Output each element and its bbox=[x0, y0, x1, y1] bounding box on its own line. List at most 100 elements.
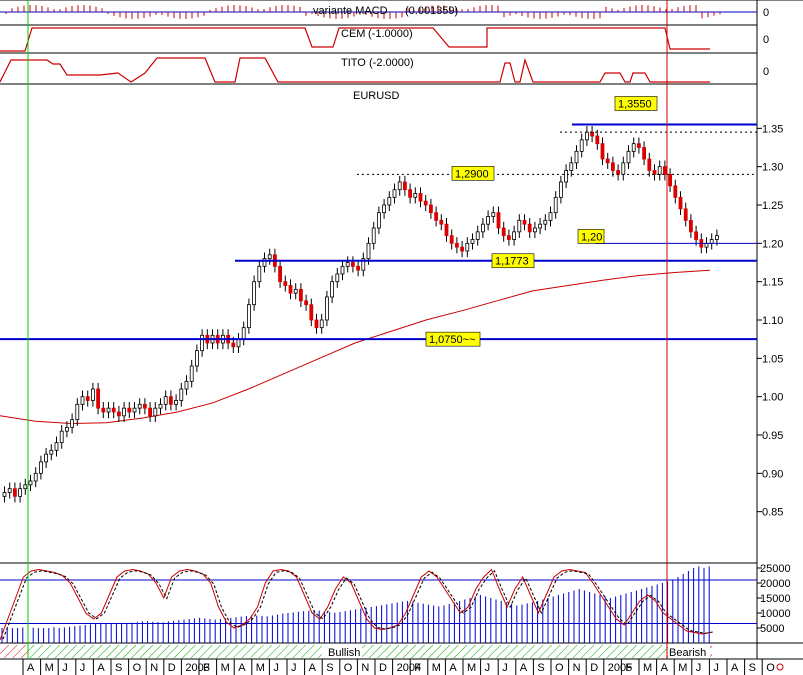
candle bbox=[2, 492, 7, 497]
candle bbox=[444, 223, 449, 237]
candle bbox=[293, 288, 298, 294]
candle bbox=[314, 319, 319, 329]
candle bbox=[715, 235, 719, 240]
x-tick-label: M bbox=[678, 662, 687, 674]
x-tick-label: J bbox=[62, 662, 67, 674]
vertical-markers bbox=[27, 0, 668, 659]
candle bbox=[491, 212, 496, 217]
x-tick-label: M bbox=[432, 662, 441, 674]
candle bbox=[559, 181, 563, 198]
bullish-label-bg bbox=[322, 645, 362, 658]
candle bbox=[408, 189, 413, 198]
price-tick-label: 0.85 bbox=[762, 507, 783, 519]
candle bbox=[184, 380, 189, 390]
candle bbox=[413, 193, 418, 198]
x-tick-label: A bbox=[661, 662, 669, 674]
candle bbox=[44, 453, 48, 463]
bearish-band-start bbox=[0, 645, 28, 658]
x-tick-label: J bbox=[273, 662, 279, 674]
bearish-label: Bearish bbox=[669, 647, 706, 659]
candle bbox=[366, 242, 371, 260]
candle bbox=[49, 449, 54, 455]
candle bbox=[517, 219, 522, 233]
x-tick-label: F bbox=[625, 662, 632, 674]
x-tick-label: O bbox=[766, 662, 775, 674]
price-annotations: 1,3550 1,2900 1,20 1,1773 1,0750~~ bbox=[425, 96, 658, 347]
x-tick-label: A bbox=[520, 662, 528, 674]
candle bbox=[283, 281, 288, 286]
volume-y-axis: 25000 20000 15000 10000 5000 bbox=[757, 563, 791, 635]
candle bbox=[486, 216, 491, 225]
annotation-box bbox=[577, 229, 605, 244]
candle bbox=[350, 262, 355, 267]
candle bbox=[91, 388, 95, 401]
price-tick-label: 1.15 bbox=[762, 277, 783, 289]
candle bbox=[418, 193, 423, 202]
x-tick-label: J bbox=[80, 662, 86, 674]
price-tick-label: 1.00 bbox=[762, 392, 783, 404]
candle bbox=[689, 219, 693, 233]
candle bbox=[33, 472, 38, 482]
price-tick-label: 1.10 bbox=[762, 315, 783, 327]
price-tick-label: 1.20 bbox=[762, 238, 783, 250]
candle bbox=[657, 166, 662, 175]
candle bbox=[148, 407, 153, 417]
candle bbox=[127, 407, 132, 413]
candle bbox=[480, 223, 485, 233]
candle bbox=[335, 273, 340, 283]
annotation-label: 1,20 bbox=[581, 231, 602, 243]
x-tick-label: J bbox=[485, 662, 491, 674]
x-tick-label: M bbox=[467, 662, 476, 674]
volume-tick-label: 25000 bbox=[760, 563, 791, 575]
x-tick-label: 2004 bbox=[397, 662, 421, 674]
volume-tick-label: 20000 bbox=[760, 578, 791, 590]
tito-title: TITO bbox=[341, 57, 366, 69]
candle bbox=[704, 242, 709, 248]
candle bbox=[574, 150, 579, 164]
x-tick-label: A bbox=[309, 662, 317, 674]
candle bbox=[439, 219, 444, 225]
annotation-label: 1,1773 bbox=[495, 256, 529, 268]
candle bbox=[538, 223, 542, 229]
annotation-box bbox=[451, 166, 495, 181]
candle bbox=[585, 131, 589, 141]
candle bbox=[694, 231, 698, 240]
candle bbox=[434, 212, 439, 221]
candle bbox=[304, 300, 309, 306]
candle bbox=[309, 304, 314, 321]
candle bbox=[246, 304, 251, 329]
tito-panel bbox=[0, 57, 710, 83]
candle bbox=[626, 150, 631, 164]
price-y-axis: 1.35 1.30 1.25 1.20 1.15 1.10 1.05 1.00 0.95 0.90… bbox=[757, 123, 783, 519]
candle bbox=[663, 166, 667, 175]
x-tick-label: J bbox=[291, 662, 297, 674]
x-tick-label: A bbox=[27, 662, 35, 674]
bearish-label-bg bbox=[668, 645, 710, 658]
x-tick-label: D bbox=[168, 662, 176, 674]
candle bbox=[85, 396, 90, 401]
candle bbox=[600, 143, 605, 160]
candle bbox=[387, 196, 392, 206]
volume-oscillator-panel bbox=[0, 566, 757, 643]
candle bbox=[642, 147, 646, 160]
volume-tick-label: 5000 bbox=[760, 623, 784, 635]
candle bbox=[28, 480, 33, 486]
x-tick-label: M bbox=[45, 662, 54, 674]
candle bbox=[553, 196, 558, 214]
candle bbox=[475, 231, 480, 240]
candle bbox=[257, 265, 262, 283]
candle bbox=[132, 407, 137, 413]
candle bbox=[80, 396, 85, 405]
candle bbox=[678, 196, 683, 210]
x-tick-label: 2003 bbox=[185, 662, 209, 674]
x-tick-label: J bbox=[713, 662, 719, 674]
candle bbox=[65, 426, 69, 432]
x-tick-label: M bbox=[256, 662, 265, 674]
candle bbox=[449, 235, 454, 244]
candle bbox=[111, 407, 116, 413]
candle bbox=[324, 296, 329, 321]
candle bbox=[392, 189, 397, 198]
x-tick-label: A bbox=[97, 662, 105, 674]
bullish-label: Bullish bbox=[328, 647, 360, 659]
